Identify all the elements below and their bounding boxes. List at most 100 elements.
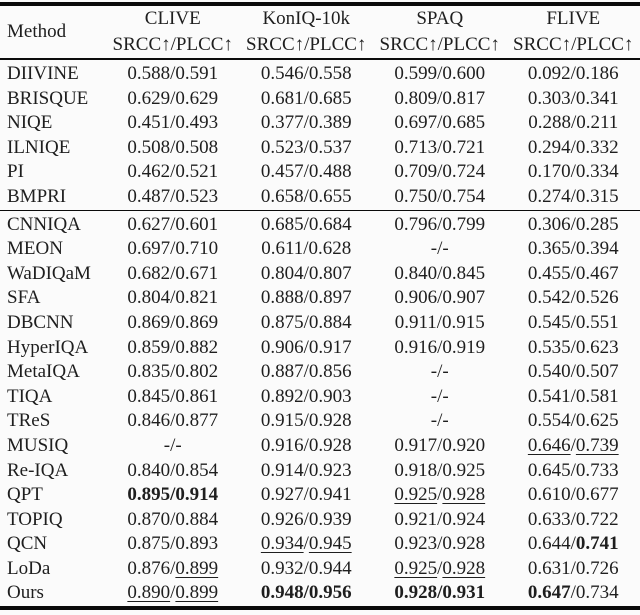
method-name: TReS <box>7 410 51 432</box>
table-row: BRISQUE 0.629/0.629 0.681/0.685 0.809/0.817… <box>0 87 640 112</box>
plcc-value: 0.845 <box>442 262 486 284</box>
plcc-value: 0.907 <box>442 287 486 309</box>
plcc-value: 0.924 <box>442 508 486 530</box>
slash-separator: / <box>437 262 443 284</box>
dataset-header-row: Method CLIVE KonIQ-10k SPAQ FLIVE <box>0 4 640 42</box>
score-cell: 0.627/0.601 <box>106 210 240 237</box>
plcc-value: - <box>442 361 449 383</box>
score-cell: 0.610/0.677 <box>507 483 640 508</box>
srcc-value: 0.627 <box>127 213 171 235</box>
score-cell: 0.796/0.799 <box>373 210 507 237</box>
plcc-value: 0.941 <box>308 484 352 506</box>
score-cell: 0.377/0.389 <box>240 111 374 136</box>
srcc-value: 0.540 <box>527 361 571 383</box>
plcc-value: 0.884 <box>308 311 352 333</box>
score-cell: 0.925/0.928 <box>373 483 507 508</box>
slash-separator: / <box>570 136 576 158</box>
plcc-value: 0.508 <box>175 136 219 158</box>
table-row: TIQA 0.845/0.861 0.892/0.903 -/- 0.541/0.581 <box>0 385 640 410</box>
score-cell: -/- <box>373 409 507 434</box>
score-cell: 0.804/0.807 <box>240 262 374 287</box>
srcc-value: 0.647 <box>527 582 571 604</box>
srcc-value: 0.646 <box>527 434 571 456</box>
score-cell: 0.685/0.684 <box>240 210 374 237</box>
plcc-value: 0.734 <box>575 582 619 604</box>
srcc-value: 0.288 <box>528 112 571 134</box>
srcc-value: 0.917 <box>394 434 438 456</box>
plcc-value: 0.600 <box>442 63 486 84</box>
plcc-value: 0.893 <box>175 533 219 555</box>
plcc-value: 0.925 <box>442 459 486 481</box>
slash-separator: / <box>303 361 309 383</box>
srcc-value: 0.892 <box>260 385 304 407</box>
slash-separator: / <box>170 262 176 284</box>
plcc-value: 0.628 <box>308 238 352 260</box>
plcc-value: 0.721 <box>442 136 486 158</box>
method-name: LoDa <box>7 557 51 579</box>
method-name: MUSIQ <box>7 434 69 456</box>
plcc-value: 0.939 <box>308 508 352 530</box>
srcc-value: 0.523 <box>260 136 304 158</box>
score-cell: -/- <box>106 434 240 459</box>
srcc-value: 0.835 <box>127 361 171 383</box>
table-row: MUSIQ -/- 0.916/0.928 0.917/0.920 0.646/0.73… <box>0 434 640 459</box>
srcc-value: 0.915 <box>260 410 304 432</box>
table-body-learning-based: CNNIQA 0.627/0.601 0.685/0.684 0.796/0.799 0… <box>0 210 640 608</box>
plcc-value: 0.671 <box>175 262 219 284</box>
srcc-value: 0.859 <box>127 336 171 358</box>
srcc-value: 0.645 <box>527 459 571 481</box>
table-row: LoDa 0.876/0.899 0.932/0.944 0.925/0.928 0.6… <box>0 557 640 582</box>
score-cell: 0.599/0.600 <box>373 59 507 87</box>
table-row: CNNIQA 0.627/0.601 0.685/0.684 0.796/0.799 0… <box>0 210 640 237</box>
srcc-value: 0.697 <box>394 112 438 134</box>
plcc-value: 0.899 <box>175 557 219 579</box>
metric-header-clive: SRCC↑/PLCC↑ <box>112 34 233 55</box>
score-cell: 0.644/0.741 <box>507 532 640 557</box>
srcc-value: 0.546 <box>260 63 304 84</box>
method-name: WaDIQaM <box>7 262 91 284</box>
slash-separator: / <box>303 533 309 555</box>
method-name: BMPRI <box>7 185 67 207</box>
srcc-value: 0.658 <box>260 185 304 207</box>
plcc-value: 0.507 <box>575 361 619 383</box>
srcc-value: 0.921 <box>394 508 438 530</box>
plcc-value: 0.601 <box>175 213 219 235</box>
column-header-spaq: SPAQ <box>416 8 464 29</box>
slash-separator: / <box>303 262 309 284</box>
score-cell: 0.546/0.558 <box>240 59 374 87</box>
score-cell: 0.895/0.914 <box>106 483 240 508</box>
slash-separator: / <box>570 161 576 183</box>
srcc-value: 0.895 <box>127 484 171 506</box>
slash-separator: / <box>570 582 576 604</box>
score-cell: 0.927/0.941 <box>240 483 374 508</box>
method-name: BRISQUE <box>7 87 89 109</box>
srcc-value: 0.887 <box>260 361 304 383</box>
srcc-value: 0.541 <box>527 385 571 407</box>
score-cell: 0.921/0.924 <box>373 508 507 533</box>
plcc-value: 0.341 <box>575 87 619 109</box>
plcc-value: 0.684 <box>308 213 352 235</box>
column-header-clive: CLIVE <box>144 8 201 29</box>
srcc-value: - <box>430 361 438 383</box>
plcc-value: 0.923 <box>308 459 352 481</box>
srcc-value: 0.092 <box>527 63 571 84</box>
method-name: SFA <box>7 287 41 309</box>
slash-separator: / <box>437 385 443 407</box>
plcc-value: 0.956 <box>308 582 352 604</box>
plcc-value: 0.625 <box>575 410 619 432</box>
score-cell: 0.925/0.928 <box>373 557 507 582</box>
column-header-flive: FLIVE <box>546 8 601 29</box>
method-name: CNNIQA <box>7 213 81 235</box>
slash-separator: / <box>303 311 309 333</box>
slash-separator: / <box>437 161 443 183</box>
plcc-value: 0.754 <box>442 185 486 207</box>
srcc-value: 0.588 <box>127 63 171 84</box>
score-cell: 0.845/0.861 <box>106 385 240 410</box>
srcc-value: 0.545 <box>527 311 571 333</box>
srcc-value: 0.457 <box>260 161 304 183</box>
srcc-value: 0.906 <box>260 336 304 358</box>
method-name: DBCNN <box>7 311 74 333</box>
srcc-value: 0.170 <box>527 161 571 183</box>
plcc-value: 0.537 <box>308 136 352 158</box>
